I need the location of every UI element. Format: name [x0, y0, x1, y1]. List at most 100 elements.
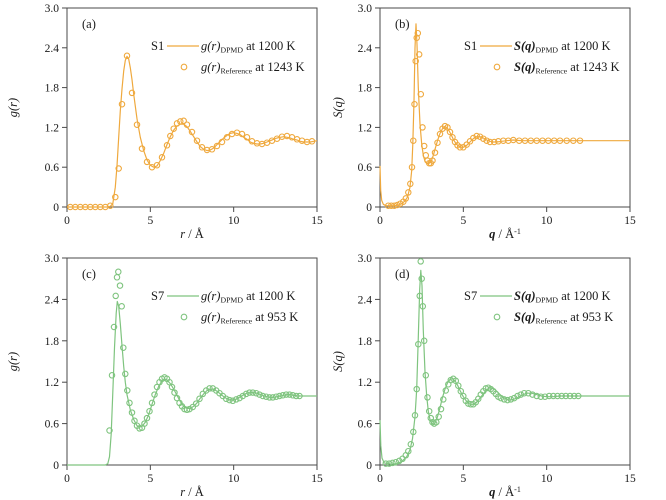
reference-marker [177, 118, 184, 125]
reference-marker [180, 117, 187, 125]
reference-marker [550, 392, 557, 400]
y-tick-label: 1.2 [358, 377, 373, 389]
y-tick-label: 0.6 [45, 162, 60, 174]
y-tick-label: 0.6 [358, 419, 373, 431]
reference-marker-series [67, 52, 316, 211]
reference-marker [166, 378, 173, 386]
reference-marker [196, 395, 203, 403]
reference-marker [537, 393, 545, 400]
panel-a: 0 5 10 15 0 0.6 1.2 1.8 2.4 3.0 r / Å g(r) (a) S1 g(r)… [6, 3, 323, 241]
panel-tag: (a) [82, 17, 96, 31]
reference-marker [262, 393, 270, 400]
reference-marker [252, 389, 260, 397]
legend-entry-label: S(q)Reference at 1243 K [514, 60, 620, 76]
reference-marker [388, 202, 395, 209]
panel-tag: (d) [395, 267, 410, 281]
reference-marker [446, 128, 454, 136]
x-tick-label: 10 [228, 473, 240, 485]
reference-marker [153, 383, 161, 391]
y-tick-label: 2.4 [358, 43, 373, 55]
reference-marker [407, 180, 414, 188]
y-axis-title: S(q) [333, 97, 345, 118]
reference-marker [576, 137, 584, 144]
reference-marker [146, 407, 153, 415]
reference-marker [158, 154, 166, 161]
reference-marker [128, 409, 136, 416]
reference-marker [108, 372, 116, 379]
reference-marker [272, 393, 280, 400]
reference-marker-series [385, 29, 584, 209]
reference-marker [415, 51, 423, 58]
dpmd-line-series [67, 55, 318, 208]
y-axis-title: g(r) [6, 352, 20, 371]
dpmd-line-series [379, 269, 630, 465]
reference-marker [504, 396, 511, 404]
reference-marker [466, 138, 474, 145]
reference-marker [434, 139, 441, 146]
legend-entry-label: g(r)Reference at 1243 K [201, 60, 305, 76]
reference-marker [282, 391, 290, 398]
reference-marker [413, 34, 420, 42]
y-tick-label: 0.6 [358, 162, 373, 174]
legend-entry-label: g(r)DPMD at 1200 K [201, 289, 295, 305]
reference-marker [442, 387, 450, 394]
y-tick-label: 0.6 [45, 419, 60, 431]
reference-marker [514, 392, 521, 400]
reference-marker [405, 189, 412, 196]
reference-marker [541, 393, 549, 400]
y-tick-label: 3.0 [358, 3, 373, 15]
reference-marker [436, 130, 444, 138]
reference-marker [163, 142, 171, 149]
reference-marker [455, 382, 462, 389]
reference-marker [115, 165, 122, 172]
reference-marker [394, 201, 401, 209]
x-tick-label: 15 [311, 215, 323, 227]
reference-marker [382, 460, 390, 467]
reference-marker [433, 418, 440, 426]
legend-sample-label: S7 [151, 289, 164, 303]
x-tick-label: 5 [460, 215, 466, 227]
x-tick-label: 15 [624, 473, 636, 485]
x-tick-label: 0 [64, 473, 70, 485]
legend-entry-label: S(q)Reference at 953 K [514, 310, 613, 326]
reference-marker [411, 100, 418, 108]
legend-circle-swatch [493, 313, 501, 321]
reference-marker [510, 136, 517, 144]
reference-marker [112, 193, 119, 201]
reference-marker [456, 144, 464, 151]
reference-marker [431, 149, 439, 156]
y-tick-label: 3.0 [45, 3, 60, 15]
y-tick-label: 1.8 [45, 336, 60, 348]
reference-marker [410, 428, 417, 436]
reference-marker [276, 392, 283, 400]
x-tick-label: 0 [377, 215, 383, 227]
reference-marker [412, 57, 419, 65]
reference-marker [151, 391, 158, 398]
reference-marker [113, 274, 121, 281]
y-tick-label: 1.2 [45, 122, 60, 134]
reference-marker [186, 405, 193, 413]
dpmd-line-series [67, 300, 317, 466]
reference-marker [118, 303, 125, 310]
reference-marker [497, 394, 505, 402]
x-tick-label: 15 [311, 473, 323, 485]
reference-marker [286, 391, 293, 398]
reference-marker [419, 303, 427, 310]
reference-marker-series [382, 258, 582, 467]
reference-marker [457, 387, 465, 395]
legend-sample-label: S1 [464, 39, 477, 53]
y-tick-label: 0 [366, 460, 372, 472]
x-tick-label: 5 [147, 473, 153, 485]
reference-marker [420, 142, 428, 150]
reference-marker [575, 392, 582, 400]
reference-marker [533, 392, 540, 400]
legend-sample-label: S7 [464, 289, 477, 303]
reference-marker [170, 125, 177, 132]
x-tick-label: 0 [377, 473, 383, 485]
axes-frame [66, 257, 318, 466]
legend-circle-swatch [180, 313, 188, 321]
reference-marker [153, 161, 161, 169]
reference-marker [525, 389, 532, 397]
y-tick-label: 1.8 [358, 336, 373, 348]
reference-marker [427, 414, 435, 422]
